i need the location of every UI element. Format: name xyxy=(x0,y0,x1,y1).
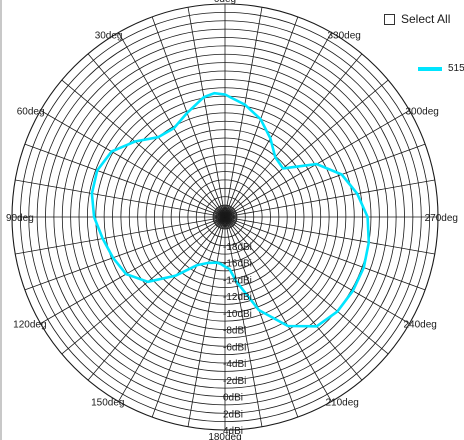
grid-spoke xyxy=(224,7,263,218)
select-all-checkbox[interactable]: Select All xyxy=(384,12,450,26)
angle-tick-240: 240deg xyxy=(403,320,436,331)
grid-spoke xyxy=(187,216,226,427)
grid-spoke xyxy=(224,179,435,218)
grid-hub-spoke xyxy=(224,205,227,218)
angle-tick-60: 60deg xyxy=(17,107,45,118)
angle-tick-90: 90deg xyxy=(6,213,34,224)
radial-tick-label: -8dBi xyxy=(223,326,246,337)
radial-tick-label: -10dBi xyxy=(223,309,252,320)
grid-spoke xyxy=(118,32,226,218)
grid-spoke xyxy=(15,216,226,255)
radial-tick-label: -16dBi xyxy=(223,259,252,270)
checkbox-box[interactable] xyxy=(384,13,395,25)
grid-spoke xyxy=(224,53,363,218)
angle-tick-300: 300deg xyxy=(405,107,438,118)
angle-tick-210: 210deg xyxy=(326,397,359,408)
grid-spoke xyxy=(87,216,226,381)
grid-spoke xyxy=(224,216,410,324)
grid-spoke xyxy=(224,216,389,355)
angle-tick-150: 150deg xyxy=(91,397,124,408)
grid-spoke xyxy=(24,216,226,291)
grid-spoke xyxy=(187,7,226,218)
angle-tick-330: 330deg xyxy=(328,31,361,42)
select-all-label: Select All xyxy=(401,12,451,26)
radial-tick-label: -12dBi xyxy=(223,292,252,303)
grid-spoke xyxy=(224,79,389,218)
grid-spoke xyxy=(87,53,226,218)
legend-item-515[interactable]: 515 xyxy=(418,63,464,74)
angle-tick-0: 0deg xyxy=(214,0,236,5)
radial-tick-label: 2dBi xyxy=(223,409,243,420)
grid-spoke xyxy=(224,216,363,381)
grid-spoke xyxy=(40,216,226,324)
grid-spoke xyxy=(40,110,226,218)
angle-tick-120: 120deg xyxy=(13,320,46,331)
radial-tick-label: -6dBi xyxy=(223,342,246,353)
radial-tick-labels: -18dBi -16dBi -14dBi -12dBi -10dBi -8dBi -6dBi… xyxy=(223,242,252,437)
grid-spoke xyxy=(224,216,332,402)
grid-spoke xyxy=(151,16,226,218)
angle-tick-270: 270deg xyxy=(425,213,458,224)
grid-spoke xyxy=(118,216,226,402)
grid-spoke xyxy=(61,216,226,355)
angle-tick-30: 30deg xyxy=(95,31,123,42)
legend-label: 515 xyxy=(448,63,464,74)
angle-tick-labels: 0deg 30deg 60deg 90deg 120deg 150deg 180deg 210… xyxy=(6,0,458,440)
radial-tick-label: 4dBi xyxy=(223,426,243,437)
series-line-515 xyxy=(90,91,371,328)
grid-spoke xyxy=(224,16,299,218)
window-left-border xyxy=(0,0,2,440)
radial-tick-label: -2dBi xyxy=(223,376,246,387)
series-layer xyxy=(90,91,371,328)
grid-spoke xyxy=(24,143,226,218)
grid-spoke xyxy=(224,216,426,291)
angle-tick-180: 180deg xyxy=(208,432,241,440)
grid-spoke xyxy=(224,216,435,255)
radial-tick-label: 0dBi xyxy=(223,393,243,404)
legend-swatch xyxy=(418,66,442,71)
grid-spoke xyxy=(61,79,226,218)
radial-tick-label: -14dBi xyxy=(223,275,252,286)
grid-spoke xyxy=(224,216,263,427)
grid-spoke xyxy=(224,143,426,218)
radial-tick-label: -18dBi xyxy=(223,242,252,253)
grid-spoke xyxy=(224,216,299,418)
grid-spokes xyxy=(12,4,438,430)
radial-tick-label: -4dBi xyxy=(223,359,246,370)
grid-spoke xyxy=(224,32,332,218)
grid-spoke xyxy=(151,216,226,418)
grid-spoke xyxy=(15,179,226,218)
